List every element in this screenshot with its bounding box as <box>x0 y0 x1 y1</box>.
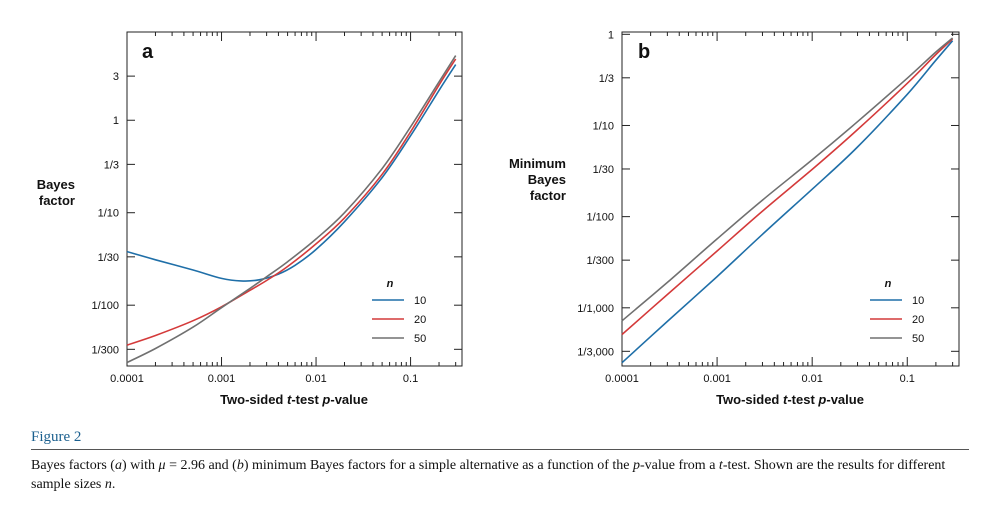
figure-caption: Bayes factors (a) with μ = 2.96 and (b) … <box>31 458 946 492</box>
series-line-n50 <box>126 55 457 364</box>
y-tick-label: 3 <box>113 71 119 83</box>
plot-frame <box>621 31 960 367</box>
x-tick-label: 0.01 <box>305 373 326 385</box>
y-tick-label: 1/10 <box>593 120 614 132</box>
y-tick-label: 1/300 <box>586 255 614 267</box>
x-tick-label: 0.001 <box>208 373 236 385</box>
x-tick-label: 0.1 <box>900 373 915 385</box>
plot-frame <box>126 31 463 367</box>
y-axis-label: Bayes <box>37 177 75 192</box>
y-tick-label: 1/30 <box>593 164 614 176</box>
x-tick-label: 0.01 <box>801 373 822 385</box>
series-line-n10 <box>621 40 954 364</box>
x-tick-label: 0.1 <box>403 373 418 385</box>
y-axis-label: Bayes <box>528 172 566 187</box>
legend-entry-n20: 20 <box>912 314 924 326</box>
y-axis-label: factor <box>530 188 566 203</box>
legend-entry-n50: 50 <box>414 333 426 345</box>
y-tick-label: 1 <box>608 29 614 41</box>
y-tick-label: 1 <box>113 115 119 127</box>
x-axis-label: Two-sided t-test p-value <box>716 392 864 407</box>
legend-entry-n10: 10 <box>912 295 924 307</box>
panel-b: 0.0001 0.001 0.01 0.1 1/3,000 1/1,000 1/300 1/1… <box>509 29 960 407</box>
legend-entry-n20: 20 <box>414 314 426 326</box>
panel-a: 0.0001 0.001 0.01 0.1 1/300 1/100 1/30 1/10 1/3 1… <box>37 31 463 407</box>
legend-title: n <box>387 278 394 290</box>
x-tick-label: 0.0001 <box>605 373 639 385</box>
x-tick-label: 0.0001 <box>110 373 144 385</box>
legend: n 10 20 50 <box>870 278 924 345</box>
legend: n 10 20 50 <box>372 278 426 345</box>
legend-title: n <box>885 278 892 290</box>
figure-title: Figure 2 <box>31 429 82 445</box>
y-tick-label: 1/300 <box>91 344 119 356</box>
y-tick-label: 1/10 <box>98 208 119 220</box>
y-tick-label: 1/100 <box>91 300 119 312</box>
y-axis-label: factor <box>39 193 75 208</box>
figure-title-rule <box>31 449 969 450</box>
y-tick-label: 1/100 <box>586 212 614 224</box>
panel-label: b <box>638 41 650 63</box>
legend-entry-n50: 50 <box>912 333 924 345</box>
legend-entry-n10: 10 <box>414 295 426 307</box>
series-line-n10 <box>126 64 457 282</box>
series-line-n50 <box>621 37 954 322</box>
y-tick-label: 1/30 <box>98 252 119 264</box>
y-axis-label: Minimum <box>509 156 566 171</box>
y-tick-label: 1/3 <box>599 73 614 85</box>
figure-2-charts: 0.0001 0.001 0.01 0.1 1/300 1/100 1/30 1/10 1/3 1… <box>37 29 960 407</box>
x-axis-label: Two-sided t-test p-value <box>220 392 368 407</box>
y-tick-label: 1/3,000 <box>577 346 614 358</box>
panel-label: a <box>142 41 154 63</box>
y-tick-label: 1/1,000 <box>577 303 614 315</box>
series-line-n20 <box>621 38 954 336</box>
series-line-n20 <box>126 58 457 346</box>
x-tick-label: 0.001 <box>703 373 731 385</box>
y-tick-label: 1/3 <box>104 159 119 171</box>
